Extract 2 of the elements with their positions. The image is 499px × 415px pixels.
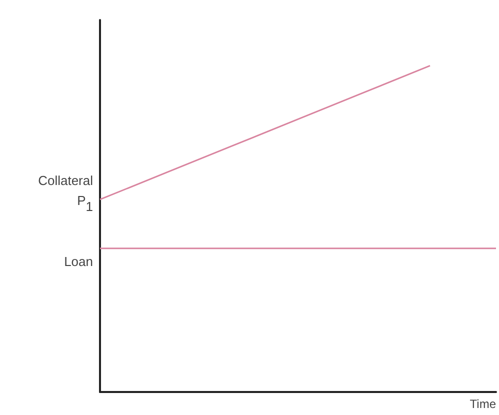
text: Loan	[63, 253, 93, 272]
x-axis-title: Time	[470, 397, 496, 411]
